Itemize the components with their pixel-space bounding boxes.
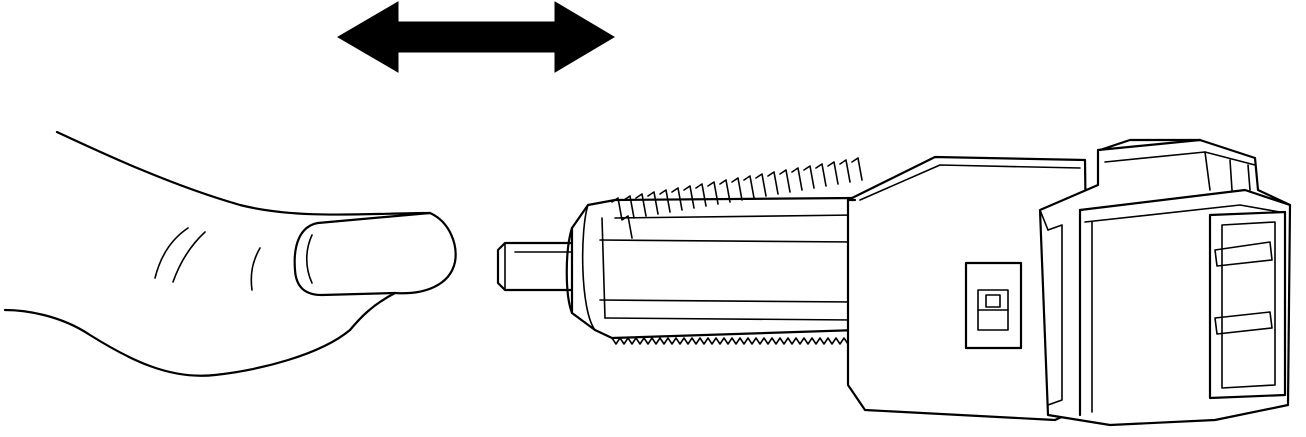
- double-arrow-icon: [337, 1, 615, 73]
- plunger: [496, 241, 577, 292]
- connector: [1038, 138, 1292, 427]
- switch-icon: [496, 138, 1292, 427]
- switch-housing: [846, 155, 1090, 422]
- finger-icon: [3, 130, 457, 377]
- threaded-body: [565, 157, 863, 345]
